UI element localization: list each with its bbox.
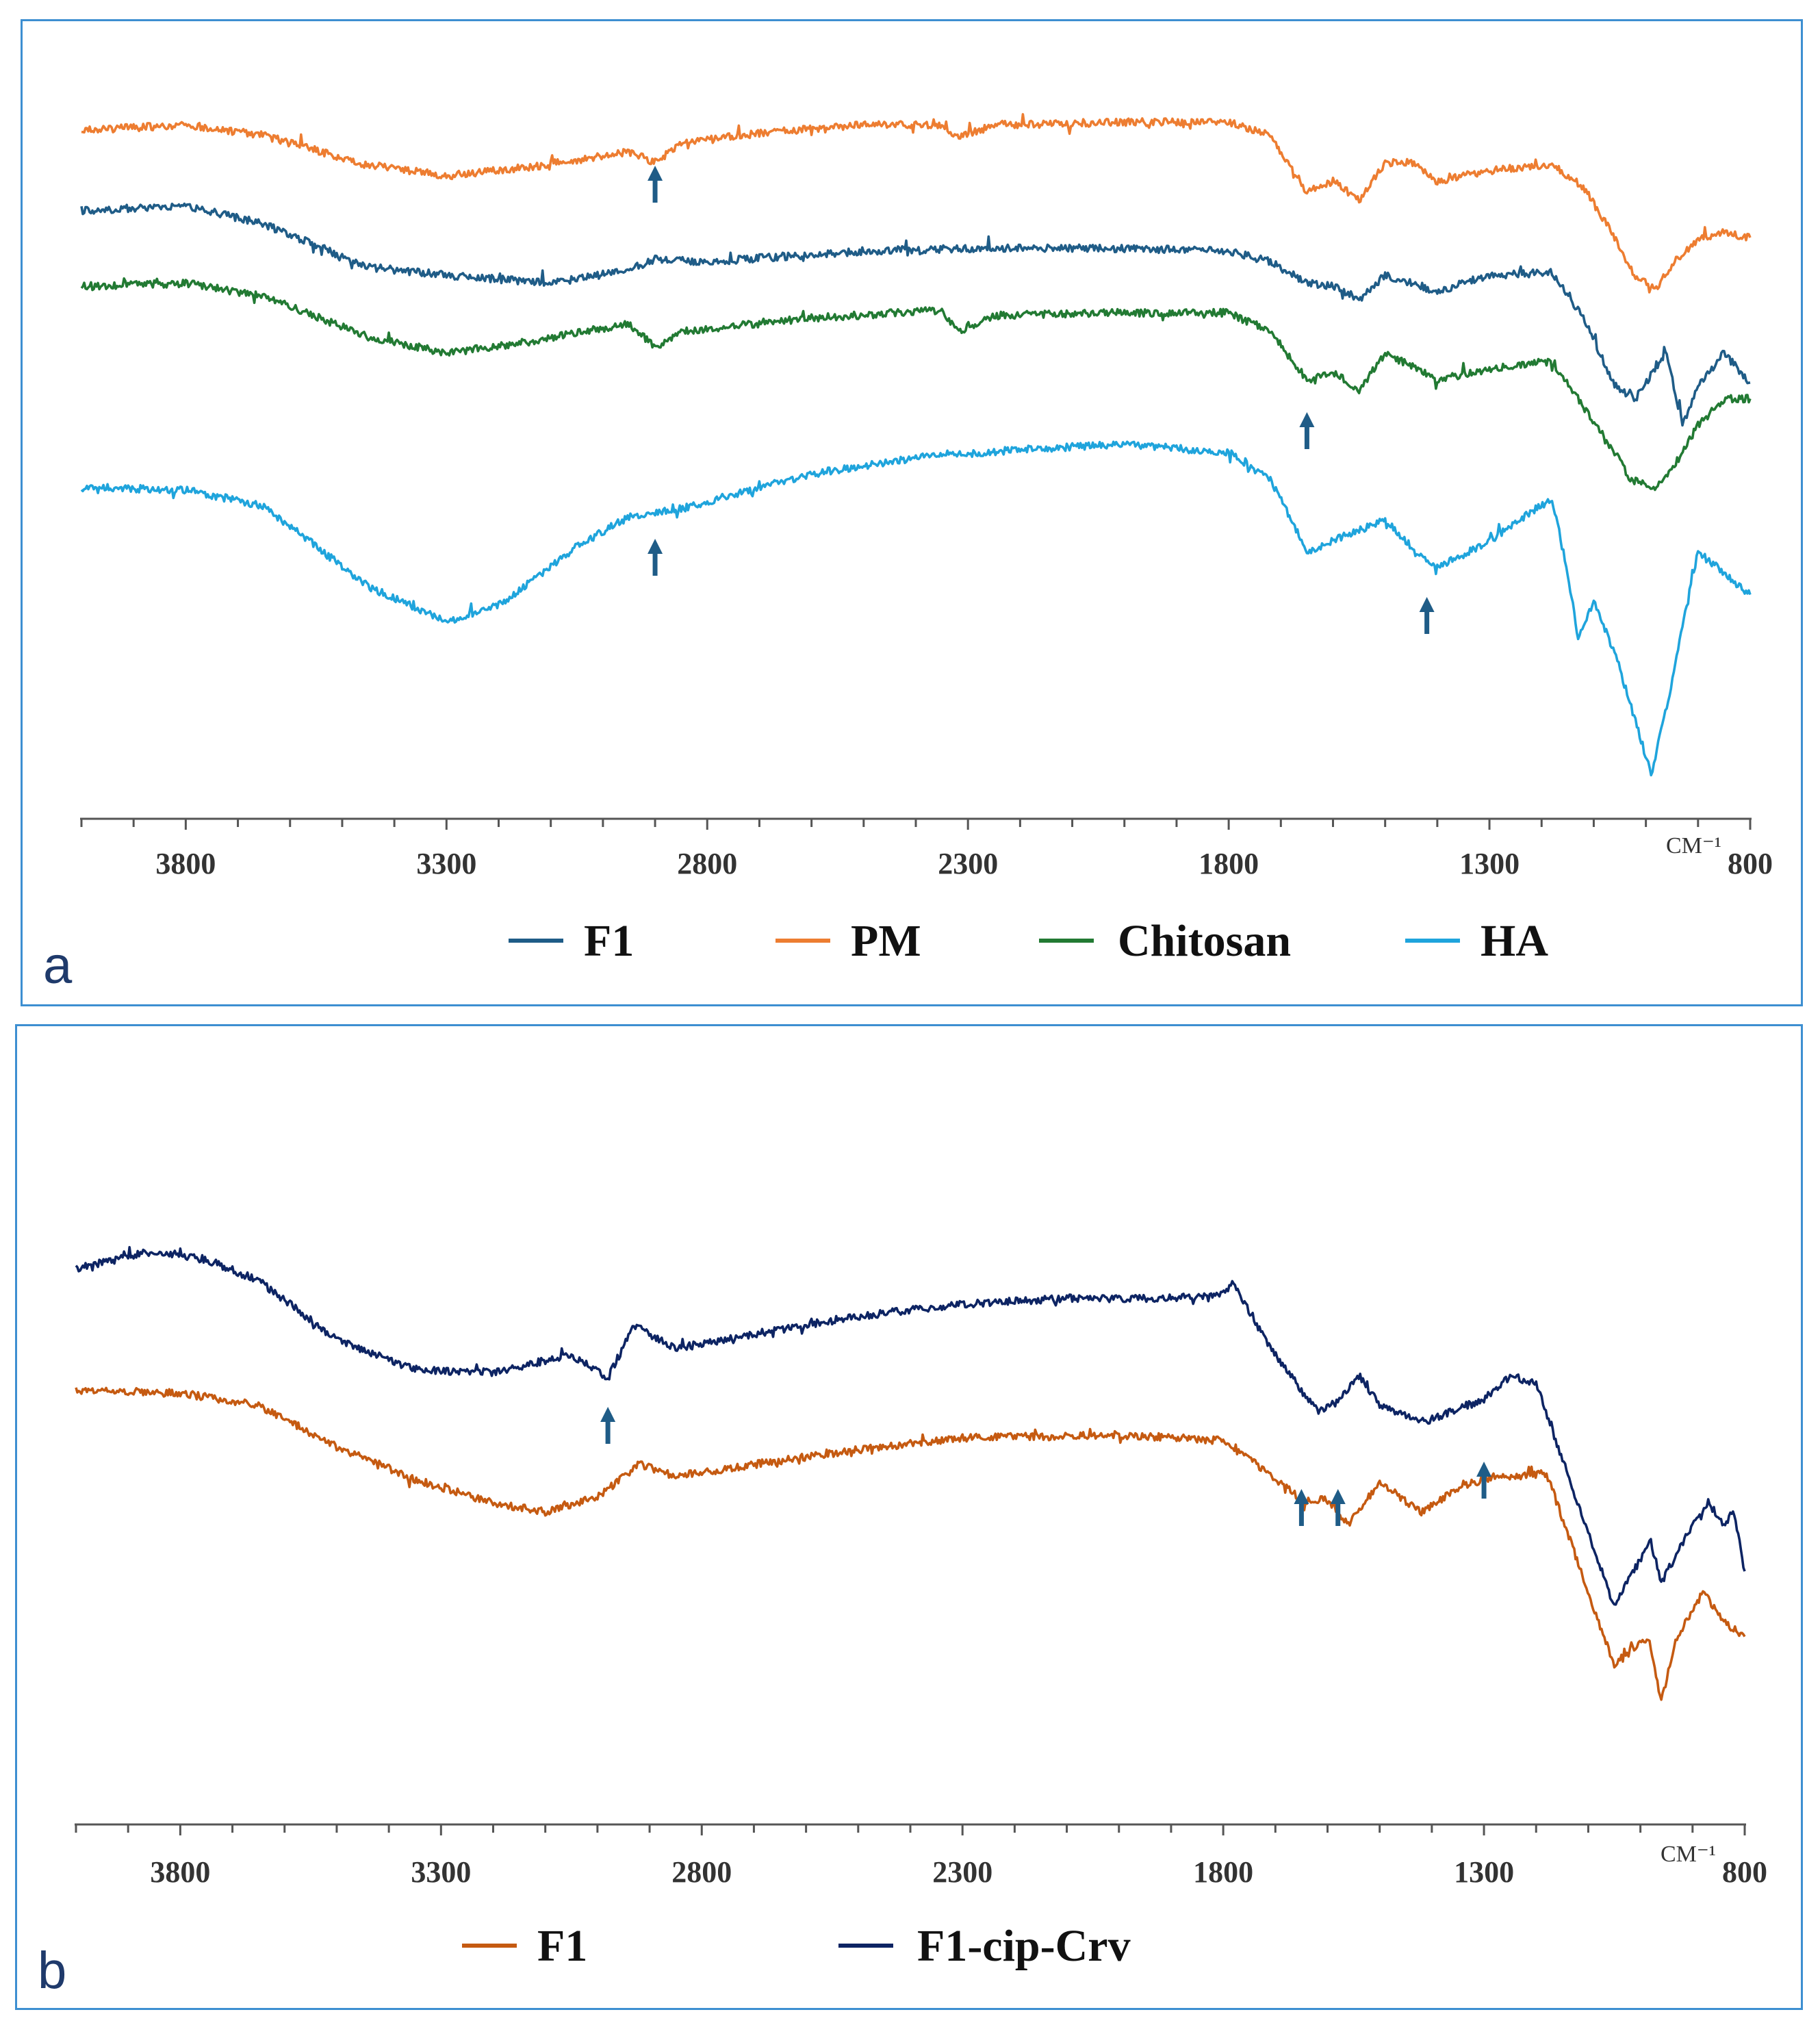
panel-a: 3800 3300 2800 2300 1800 1300 800 CM⁻¹ F1 PM Chito… (21, 19, 1803, 1006)
peak-arrow (648, 539, 663, 576)
x-tick-label: 2300 (932, 1855, 992, 1889)
x-tick-label: 3800 (155, 847, 216, 880)
legend-label-pm: PM (851, 916, 921, 966)
panel-label: b (38, 1942, 66, 2000)
x-axis-unit-label: CM⁻¹ (1666, 833, 1721, 858)
legend-label-f1: F1 (584, 916, 634, 966)
legend-label-f1-cip-crv: F1-cip-Crv (917, 1921, 1131, 1971)
x-tick-label: 1800 (1199, 847, 1259, 880)
chart-a: 3800 3300 2800 2300 1800 1300 800 CM⁻¹ F1 PM Chito… (43, 113, 1773, 995)
series-line-f1 (80, 202, 1751, 427)
x-tick-label: 800 (1728, 847, 1773, 880)
series-line-pm (81, 113, 1752, 294)
x-tick-label: 1300 (1454, 1855, 1514, 1889)
x-tick-label: 1300 (1459, 847, 1520, 880)
peak-arrow (1294, 1489, 1309, 1526)
x-tick-label: 2800 (677, 847, 737, 880)
peak-arrow (600, 1407, 616, 1444)
x-tick-label: 3300 (416, 847, 476, 880)
peak-arrow (1476, 1462, 1492, 1499)
peak-arrow (648, 166, 663, 203)
series-line-f1-cip-crv (75, 1246, 1746, 1606)
peak-arrow (1419, 597, 1435, 634)
legend-label-ha: HA (1481, 916, 1548, 966)
x-tick-label: 3800 (150, 1855, 210, 1889)
x-axis-unit-label: CM⁻¹ (1661, 1842, 1716, 1867)
legend-label-f1: F1 (537, 1921, 587, 1971)
x-tick-label: 2800 (671, 1855, 732, 1889)
peak-arrow (1299, 412, 1315, 449)
peak-arrow (1330, 1489, 1346, 1526)
series-line-chitosan (80, 277, 1752, 492)
panel-b: 3800 3300 2800 2300 1800 1300 800 CM⁻¹ F1 F1-cip-… (15, 1024, 1803, 2010)
legend-label-chitosan: Chitosan (1118, 916, 1291, 966)
x-tick-label: 2300 (938, 847, 998, 880)
x-tick-label: 3300 (411, 1855, 471, 1889)
series-line-f1 (75, 1386, 1746, 1701)
series-line-ha (80, 440, 1752, 777)
x-tick-label: 1800 (1193, 1855, 1253, 1889)
x-tick-label: 800 (1722, 1855, 1767, 1889)
panel-label: a (43, 937, 73, 995)
